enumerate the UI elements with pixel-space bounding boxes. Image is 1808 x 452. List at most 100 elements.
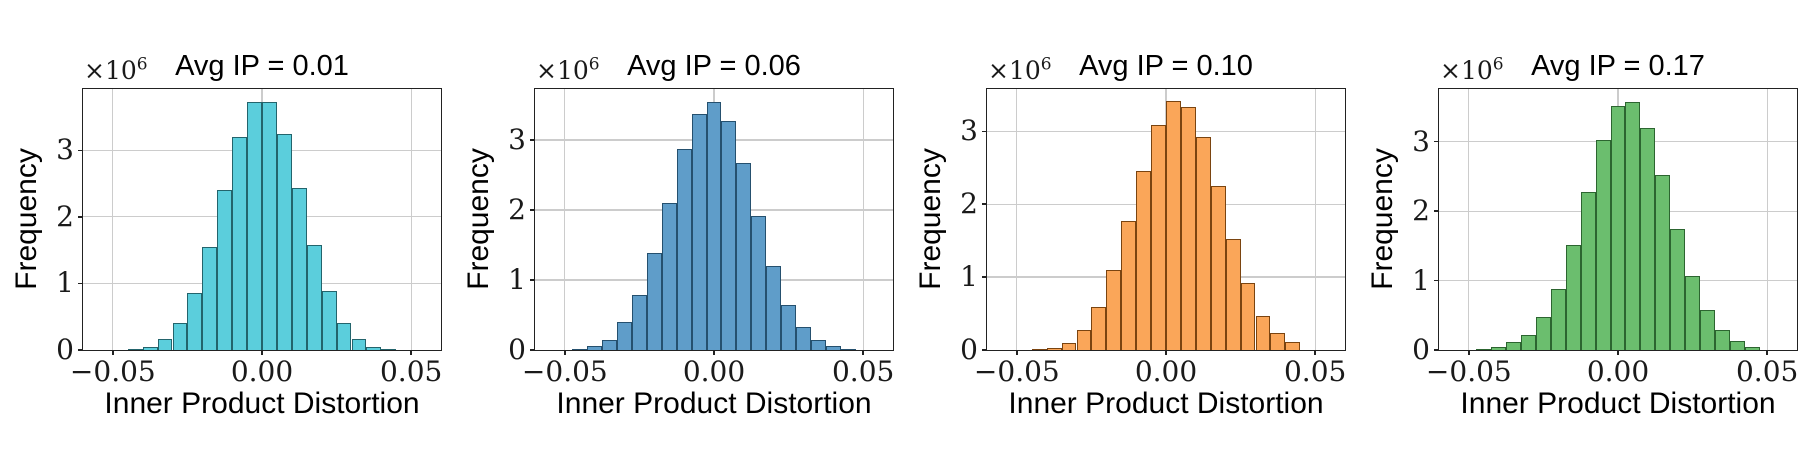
histogram-bar — [840, 348, 856, 350]
x-gridline — [1016, 89, 1018, 350]
plot-area: −0.05 0.00 0.05 0 1 2 3 — [508, 88, 894, 388]
histogram-bar — [1744, 346, 1760, 350]
histogram-bar — [217, 190, 233, 350]
y-tick-mark — [1434, 279, 1439, 282]
histogram-bar — [721, 121, 737, 350]
offset-exponent: 6 — [1040, 54, 1052, 75]
y-tick-mark — [530, 279, 535, 281]
histogram-bar — [617, 322, 632, 350]
x-gridline — [112, 89, 114, 350]
histogram-bar — [1655, 175, 1671, 350]
y-tick-mark — [530, 139, 535, 141]
histogram-bar — [1031, 349, 1047, 350]
x-tick-mark — [1468, 350, 1470, 355]
histogram-bar — [1195, 137, 1211, 350]
y-tick-label: 1 — [960, 259, 978, 293]
x-tick-label: 0.00 — [1586, 355, 1650, 388]
y-tick-label: 3 — [56, 133, 74, 167]
offset-exponent: 6 — [136, 54, 148, 75]
histogram-subplot: ×106 Avg IP = 0.06 Frequency −0.05 0.00 0.… — [452, 0, 904, 452]
histogram-subplot: ×106 Avg IP = 0.10 Frequency −0.05 0.00 0.… — [904, 0, 1356, 452]
x-tick-label: 0.00 — [230, 355, 294, 388]
histogram-bar — [1121, 220, 1137, 350]
histogram-bar — [1670, 228, 1686, 350]
x-tick-mark — [713, 350, 715, 355]
y-tick-mark — [982, 130, 987, 132]
y-axis-label: Frequency — [10, 148, 43, 290]
x-tick-label: −0.05 — [973, 355, 1060, 388]
y-tick-mark — [1434, 141, 1439, 143]
x-axis-label: Inner Product Distortion — [1460, 387, 1776, 420]
y-tick-label: 0 — [1412, 332, 1430, 366]
plot-area: −0.05 0.00 0.05 0 1 2 3 — [1412, 88, 1798, 388]
histogram-bar — [1640, 127, 1656, 350]
histogram-bar — [1255, 316, 1271, 350]
x-tick-mark — [1766, 350, 1768, 355]
histogram-bar — [1565, 245, 1581, 350]
y-tick-mark — [1434, 349, 1439, 351]
histogram-bar — [366, 346, 382, 350]
x-tick-mark — [410, 350, 412, 355]
y-tick-label: 3 — [1412, 124, 1430, 158]
histogram-bar — [676, 149, 692, 350]
plot-title: Avg IP = 0.10 — [1079, 50, 1253, 82]
histogram-bar — [1061, 342, 1077, 350]
y-tick-label: 2 — [1412, 193, 1430, 227]
histogram-bar — [587, 345, 603, 350]
histogram-bar — [1076, 329, 1092, 350]
x-tick-mark — [862, 350, 864, 355]
histogram-bar — [172, 323, 188, 350]
histogram-bar — [1180, 106, 1196, 350]
histogram-bar — [766, 266, 782, 350]
y-tick-mark — [78, 349, 83, 351]
histogram-bar — [1285, 341, 1301, 350]
histogram-bar — [1270, 332, 1286, 350]
histogram-bar — [1476, 349, 1492, 350]
histogram-bar — [202, 246, 218, 350]
y-tick-mark — [530, 349, 535, 351]
y-tick-mark — [982, 276, 987, 278]
histogram-bar — [232, 136, 248, 350]
offset-exponent: 6 — [588, 54, 600, 75]
x-tick-label: 0.05 — [1283, 355, 1347, 388]
y-axis-scale-offset-label: ×106 — [1440, 56, 1504, 85]
histogram-bar — [381, 349, 397, 350]
x-tick-mark — [112, 350, 114, 355]
y-tick-mark — [982, 203, 987, 205]
histogram-bar — [602, 339, 618, 350]
x-axis-label: Inner Product Distortion — [104, 387, 420, 420]
x-gridline — [1165, 89, 1167, 350]
histogram-bar — [247, 101, 262, 350]
x-gridline — [410, 89, 412, 350]
x-tick-label: 0.00 — [1134, 355, 1198, 388]
histogram-bar — [736, 163, 752, 350]
histogram-bar — [321, 291, 337, 350]
histogram-bar — [1580, 192, 1596, 350]
y-tick-label: 3 — [960, 114, 978, 148]
histogram-bar — [1506, 341, 1522, 350]
histogram-bar — [1240, 282, 1256, 350]
histogram-bar — [1610, 105, 1626, 350]
x-tick-label: 0.05 — [1735, 355, 1799, 388]
histogram-bar — [336, 322, 352, 350]
histogram-bar — [706, 101, 722, 350]
x-tick-mark — [1016, 350, 1018, 355]
y-tick-mark — [530, 209, 535, 211]
y-tick-label: 1 — [508, 262, 526, 296]
histogram-bar — [276, 133, 292, 350]
plot-area: −0.05 0.00 0.05 0 1 2 3 — [56, 88, 442, 388]
plot-title: Avg IP = 0.06 — [627, 50, 801, 82]
histogram-bar — [157, 338, 173, 350]
x-axis-label: Inner Product Distortion — [1008, 387, 1324, 420]
histogram-bar — [1550, 288, 1566, 350]
y-tick-mark — [78, 216, 83, 218]
histogram-bar — [1595, 139, 1611, 350]
histogram-bar — [810, 339, 826, 350]
histogram-bar — [1521, 334, 1536, 350]
x-tick-mark — [1165, 350, 1167, 355]
x-tick-label: −0.05 — [1425, 355, 1512, 388]
x-tick-mark — [1314, 350, 1316, 355]
histogram-subplot: ×106 Avg IP = 0.17 Frequency −0.05 0.00 0.… — [1356, 0, 1808, 452]
histogram-bar — [1046, 347, 1062, 350]
